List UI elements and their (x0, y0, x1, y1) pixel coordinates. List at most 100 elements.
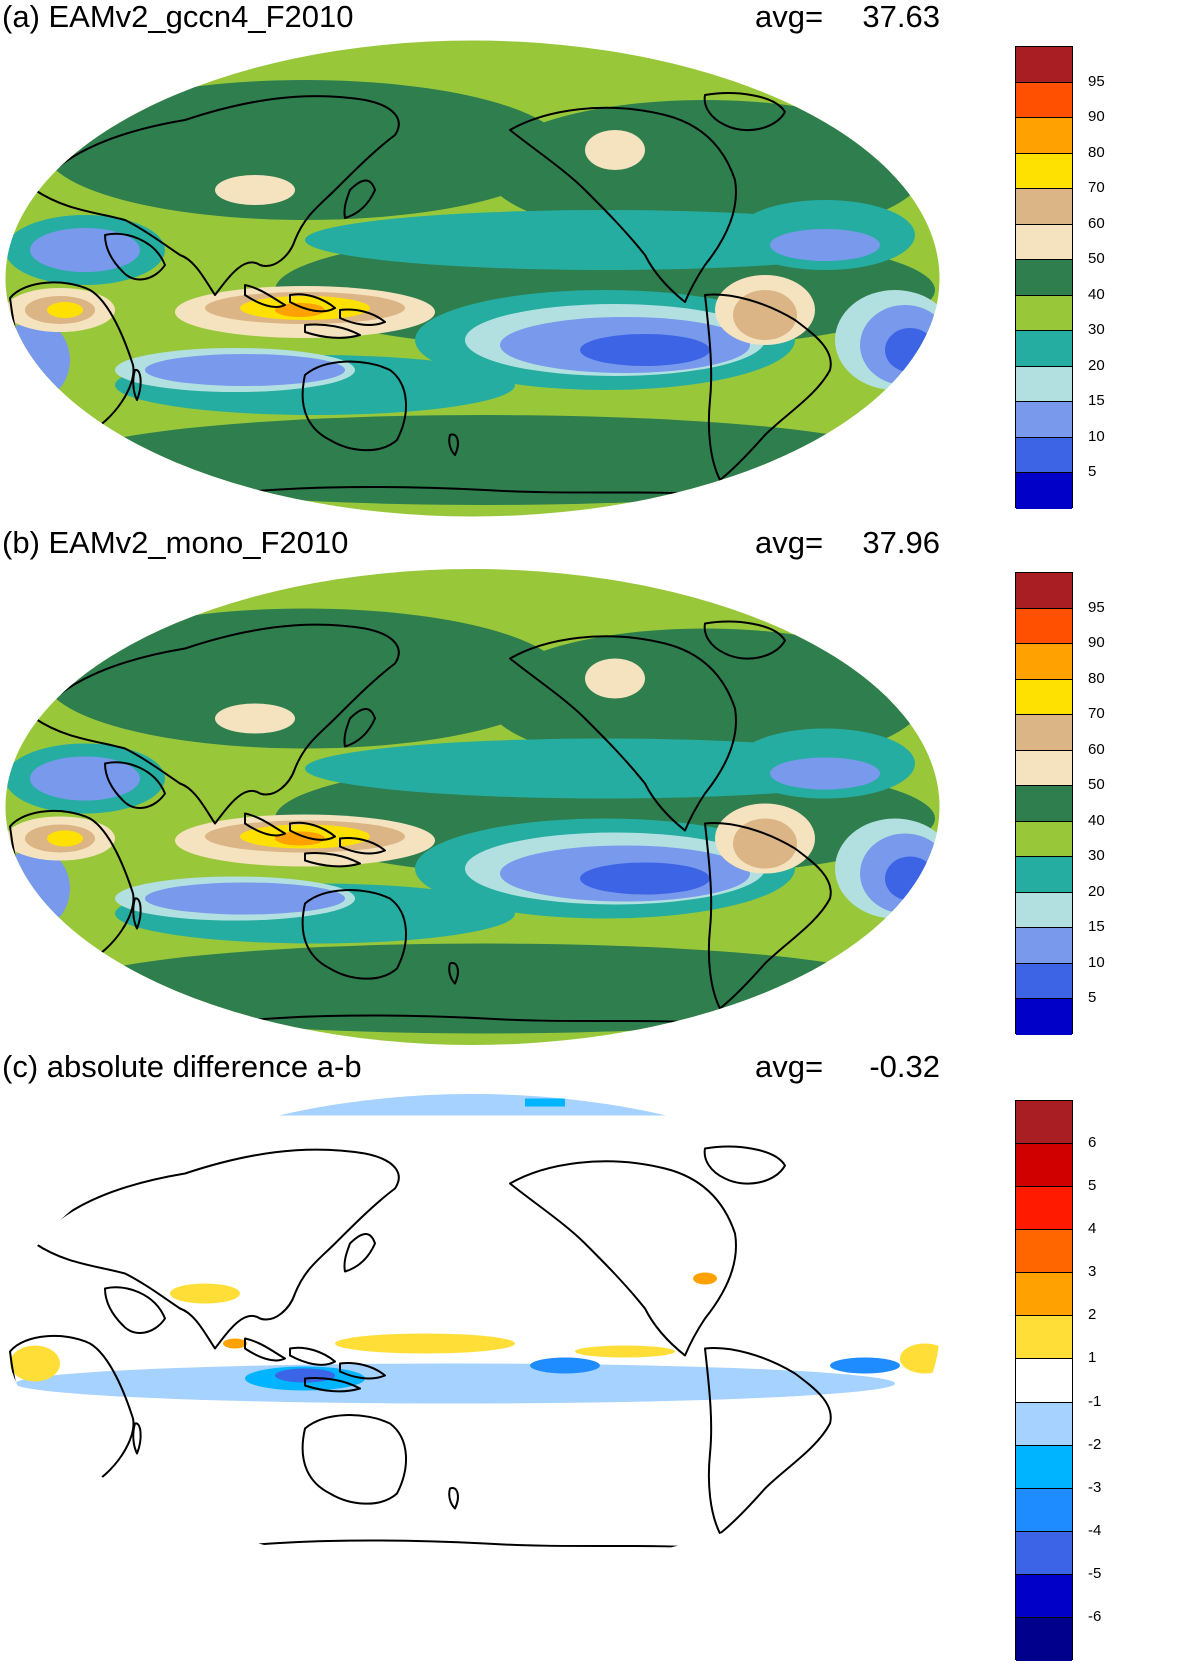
coastline (343, 708, 376, 748)
field-region (580, 334, 710, 366)
colorbar-label: 60 (1088, 214, 1105, 232)
map-field (5, 40, 940, 517)
field-region (30, 756, 140, 801)
coastline (132, 368, 142, 401)
coastline (301, 889, 407, 980)
coastline (104, 761, 166, 809)
colorbar-box (1016, 366, 1072, 403)
colorbar-label: -6 (1088, 1607, 1102, 1625)
world-map (5, 569, 940, 1046)
colorbar-label: 95 (1088, 598, 1105, 616)
colorbar-label: 60 (1088, 740, 1105, 758)
coastline (104, 1286, 166, 1334)
coastline (24, 668, 66, 695)
colorbar-box (1016, 260, 1072, 296)
colorbar (1015, 572, 1073, 1035)
field-region (45, 80, 565, 220)
field-region (585, 130, 645, 170)
field-region (145, 882, 345, 915)
colorbar-box (1016, 1187, 1072, 1231)
coastline (703, 620, 786, 660)
coastline (244, 1337, 386, 1393)
field-region (15, 1363, 895, 1404)
colorbar-label: 95 (1088, 72, 1105, 90)
colorbar-box (1016, 295, 1072, 332)
panel-average: avg= -0.32 (755, 1050, 940, 1084)
colorbar-box (1016, 715, 1072, 751)
colorbar-box (1016, 118, 1072, 154)
avg-label: avg= (755, 0, 824, 34)
coastline (301, 360, 407, 452)
colorbar-label: 10 (1088, 953, 1105, 971)
colorbar-box (1016, 1531, 1072, 1575)
colorbar-box (1016, 999, 1072, 1035)
colorbar-label: 30 (1088, 321, 1105, 339)
field-region (170, 1283, 240, 1304)
field-region (215, 175, 295, 205)
colorbar-label: 5 (1088, 463, 1097, 481)
coastlines (9, 92, 866, 506)
coastline (343, 179, 376, 219)
colorbar-label: 90 (1088, 634, 1105, 652)
colorbar-label: 6 (1088, 1134, 1097, 1152)
field-region (733, 290, 797, 340)
panel-title: (b) EAMv2_mono_F2010 (2, 525, 349, 560)
field-region (65, 943, 905, 1034)
coastline (34, 623, 400, 825)
field-region (830, 1357, 900, 1374)
field-region (47, 830, 83, 847)
colorbar-box (1016, 47, 1072, 83)
colorbar-box (1016, 928, 1072, 964)
coastline (301, 1414, 407, 1505)
field-region (580, 862, 710, 895)
colorbar-box (1016, 1617, 1072, 1661)
colorbar-box (1016, 608, 1072, 645)
colorbar-label: 5 (1088, 1177, 1097, 1195)
coastline (704, 821, 832, 1010)
avg-label: avg= (755, 525, 824, 560)
colorbar-box (1016, 402, 1072, 438)
field-base (5, 1094, 940, 1571)
colorbar-label: 30 (1088, 847, 1105, 865)
field-region (145, 354, 345, 386)
colorbar-box (1016, 821, 1072, 858)
coastline (24, 1193, 66, 1220)
colorbar-label: -1 (1088, 1392, 1102, 1410)
colorbar-label: 40 (1088, 285, 1105, 303)
coastline (704, 1346, 832, 1535)
coastline (703, 1145, 786, 1185)
colorbar-label: 15 (1088, 392, 1105, 410)
colorbar-box (1016, 1230, 1072, 1274)
coastline (34, 95, 400, 296)
colorbar-box (1016, 1445, 1072, 1489)
coastline (509, 635, 737, 832)
coastline (132, 897, 142, 930)
panel-average: avg= 37.63 (755, 0, 940, 34)
field-region (733, 818, 797, 869)
colorbar-label: 90 (1088, 108, 1105, 126)
coastline (704, 293, 832, 481)
colorbar-label: 20 (1088, 356, 1105, 374)
colorbar-box (1016, 1144, 1072, 1188)
colorbar-box (1016, 963, 1072, 1000)
coastline (132, 1422, 142, 1455)
field-region (45, 608, 565, 749)
field-region (885, 328, 935, 372)
field-region (30, 228, 140, 272)
colorbar-label: 50 (1088, 250, 1105, 268)
field-region (65, 415, 905, 505)
colorbar-label: 2 (1088, 1306, 1097, 1324)
field-region (10, 1345, 60, 1382)
field-region (275, 303, 325, 317)
field-region (223, 1338, 247, 1349)
colorbar-label: 50 (1088, 776, 1105, 794)
coastline (104, 232, 166, 281)
colorbar-box (1016, 1574, 1072, 1618)
avg-label: avg= (755, 1049, 824, 1084)
field-region (335, 1333, 515, 1354)
colorbar-box (1016, 189, 1072, 225)
panel-a: (a) EAMv2_gccn4_F2010 avg= 37.63 95 90 80 7… (0, 0, 1183, 520)
colorbar-box (1016, 644, 1072, 680)
colorbar-label: 15 (1088, 918, 1105, 936)
colorbar-box (1016, 437, 1072, 474)
